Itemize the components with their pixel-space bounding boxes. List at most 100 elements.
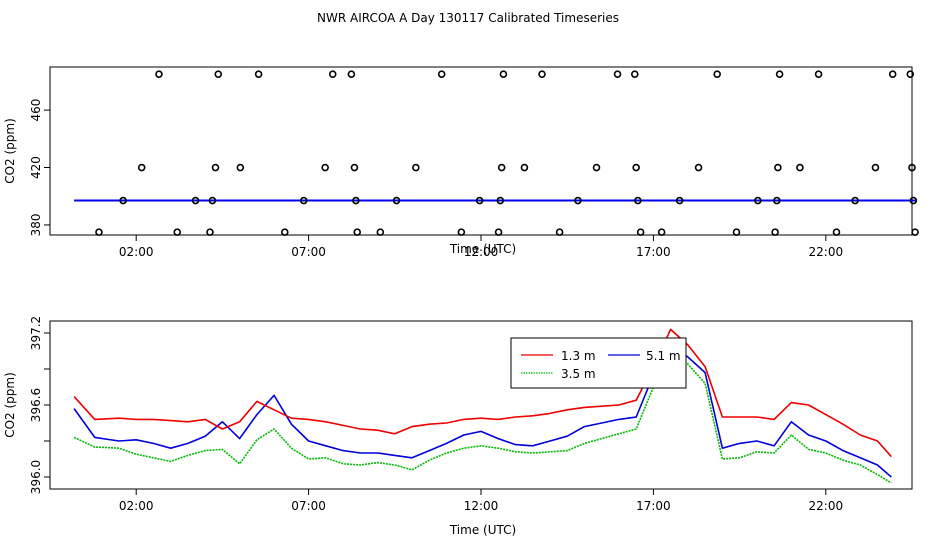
data-point [775,70,784,78]
top-x-axis: 02:00 07:00 12:00 17:00 22:00 [119,234,844,259]
data-point [574,196,582,205]
data-point [95,228,103,236]
data-point [475,196,484,205]
data-point [657,228,666,236]
data-point [376,228,385,236]
data-point [236,163,245,172]
legend-label-3.5m: 3.5 m [561,367,596,381]
top-plot-frame [49,66,913,236]
y-tick-label: 420 [29,156,43,179]
bottom-series [73,328,892,484]
series-line-3.5m [73,350,892,484]
legend-box [510,337,687,389]
x-tick-label: 02:00 [119,245,154,259]
data-point [632,163,640,172]
data-point [211,163,220,172]
data-point [499,70,508,78]
legend-label-5.1m: 5.1 m [646,349,681,363]
legend-label-1.3m: 1.3 m [561,349,596,363]
data-point [412,163,420,172]
y-tick-label: 460 [29,99,43,122]
y-tick-label: 396.6 [29,388,43,422]
x-tick-label: 12:00 [464,499,499,513]
data-point [281,228,289,236]
data-point [457,228,466,236]
top-x-axis-label: Time (UTC) [449,242,516,256]
data-point [630,70,639,78]
figure-title: NWR AIRCOA A Day 130117 Calibrated Times… [317,11,619,25]
data-point [888,70,897,78]
y-tick-label: 397.2 [29,316,43,350]
data-point [592,163,601,172]
data-point [496,196,505,205]
data-point [538,70,546,78]
data-point [353,228,362,236]
data-point [906,70,915,78]
top-panel: 02:00 07:00 12:00 17:00 22:00 380 420 460 Time… [3,66,919,259]
data-point [555,228,564,236]
x-tick-label: 02:00 [119,499,154,513]
data-point [908,163,916,172]
data-point [773,196,781,205]
data-point [754,196,762,205]
data-point [494,228,503,236]
data-point [206,228,214,236]
data-point [392,196,401,205]
top-points [95,70,919,236]
data-point [911,228,919,236]
data-point [713,70,721,78]
data-point [119,196,127,205]
top-y-axis: 380 420 460 [29,99,51,236]
data-point [694,163,703,172]
series-line-5.1m [73,344,892,478]
y-tick-label: 380 [29,213,43,236]
data-point [497,163,506,172]
x-tick-label: 07:00 [291,499,326,513]
data-point [321,163,329,172]
data-point [732,228,741,236]
legend: 1.3 m 5.1 m 3.5 m [510,337,687,389]
data-point [352,196,360,205]
data-point [909,196,918,205]
bottom-x-axis: 02:00 07:00 12:00 17:00 22:00 [119,488,844,513]
top-y-axis-label: CO2 (ppm) [3,118,17,184]
bottom-plot-frame [49,320,913,490]
data-point [634,196,642,205]
data-point [871,163,880,172]
x-tick-label: 17:00 [636,245,671,259]
x-tick-label: 17:00 [636,499,671,513]
data-point [851,196,859,205]
x-tick-label: 22:00 [809,245,844,259]
data-point [636,228,645,236]
data-point [173,228,182,236]
data-point [437,70,446,78]
x-tick-label: 07:00 [291,245,326,259]
series-line-1.3m [73,328,892,458]
x-tick-label: 12:00 [464,245,499,259]
data-point [814,70,823,78]
bottom-panel: 02:00 07:00 12:00 17:00 22:00 396.0 396.6 397.… [3,316,913,537]
x-tick-label: 22:00 [809,499,844,513]
data-point [613,70,622,78]
data-point [214,70,223,78]
data-point [254,70,263,78]
data-point [191,196,200,205]
data-point [347,70,356,78]
data-point [832,228,841,236]
data-point [796,163,804,172]
data-point [520,163,529,172]
data-point [137,163,146,172]
data-point [299,196,308,205]
bottom-x-axis-label: Time (UTC) [449,523,516,537]
data-point [350,163,359,172]
bottom-y-axis: 396.0 396.6 397.2 [29,316,51,494]
data-point [771,228,779,236]
y-tick-label: 396.0 [29,460,43,494]
data-point [774,163,782,172]
data-point [155,70,163,78]
data-point [328,70,337,78]
data-point [675,196,684,205]
bottom-y-axis-label: CO2 (ppm) [3,372,17,438]
data-point [208,196,217,205]
